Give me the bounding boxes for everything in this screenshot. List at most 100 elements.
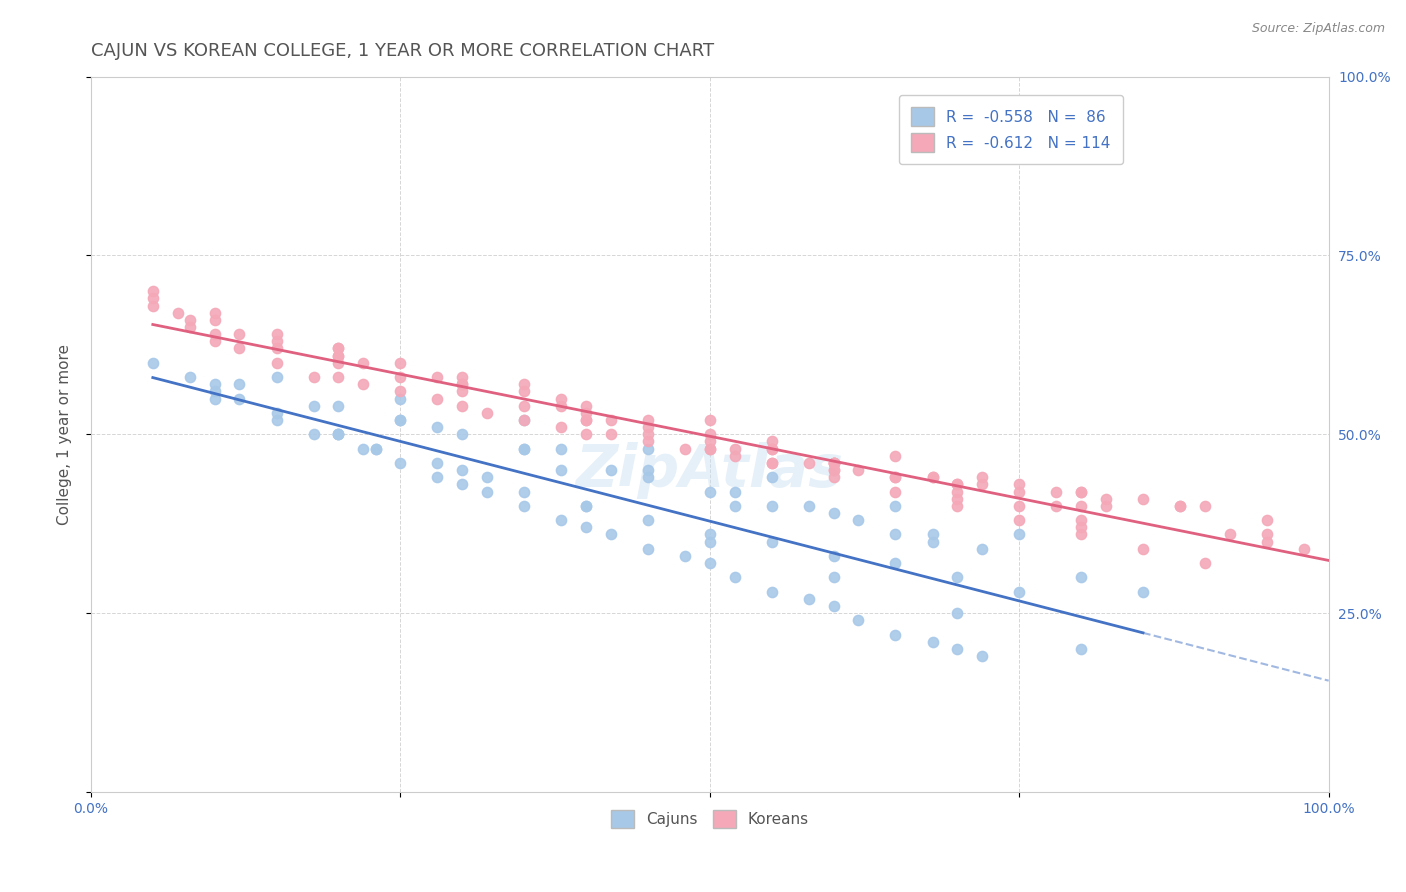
Point: [142, 291, 165, 305]
Point: [266, 406, 288, 420]
Point: [921, 634, 943, 648]
Point: [389, 356, 412, 370]
Point: [352, 377, 374, 392]
Point: [637, 420, 659, 434]
Point: [204, 313, 226, 327]
Point: [142, 284, 165, 298]
Point: [946, 484, 969, 499]
Point: [1070, 513, 1092, 527]
Point: [328, 356, 350, 370]
Point: [1168, 499, 1191, 513]
Point: [204, 392, 226, 406]
Point: [475, 470, 498, 484]
Point: [1070, 570, 1092, 584]
Point: [1194, 556, 1216, 570]
Point: [1008, 499, 1031, 513]
Point: [884, 470, 907, 484]
Point: [204, 377, 226, 392]
Point: [1256, 513, 1278, 527]
Point: [970, 477, 993, 491]
Point: [1070, 527, 1092, 541]
Point: [364, 442, 387, 456]
Point: [1132, 491, 1154, 506]
Point: [970, 470, 993, 484]
Point: [513, 399, 536, 413]
Point: [1070, 484, 1092, 499]
Point: [1256, 527, 1278, 541]
Point: [302, 427, 325, 442]
Point: [946, 499, 969, 513]
Point: [723, 570, 745, 584]
Point: [426, 420, 449, 434]
Point: [575, 427, 598, 442]
Y-axis label: College, 1 year or more: College, 1 year or more: [58, 343, 72, 524]
Point: [884, 556, 907, 570]
Point: [179, 313, 201, 327]
Point: [673, 442, 696, 456]
Point: [1070, 484, 1092, 499]
Point: [513, 413, 536, 427]
Point: [389, 413, 412, 427]
Point: [699, 534, 721, 549]
Point: [823, 463, 845, 477]
Point: [823, 506, 845, 520]
Point: [723, 449, 745, 463]
Point: [550, 463, 572, 477]
Point: [1256, 534, 1278, 549]
Point: [823, 549, 845, 563]
Point: [1008, 513, 1031, 527]
Point: [1045, 484, 1067, 499]
Point: [1219, 527, 1241, 541]
Point: [550, 420, 572, 434]
Point: [946, 477, 969, 491]
Point: [1008, 484, 1031, 499]
Point: [970, 648, 993, 663]
Point: [451, 377, 474, 392]
Point: [266, 356, 288, 370]
Point: [823, 599, 845, 613]
Point: [513, 499, 536, 513]
Point: [179, 320, 201, 334]
Legend: Cajuns, Koreans: Cajuns, Koreans: [605, 804, 815, 834]
Point: [884, 484, 907, 499]
Point: [575, 399, 598, 413]
Point: [389, 413, 412, 427]
Text: ZipAtlas: ZipAtlas: [576, 442, 844, 499]
Point: [1132, 584, 1154, 599]
Point: [302, 399, 325, 413]
Point: [228, 392, 250, 406]
Point: [884, 449, 907, 463]
Point: [637, 427, 659, 442]
Point: [823, 456, 845, 470]
Point: [328, 427, 350, 442]
Point: [389, 456, 412, 470]
Point: [1292, 541, 1315, 556]
Point: [699, 442, 721, 456]
Point: [637, 463, 659, 477]
Point: [550, 399, 572, 413]
Point: [1008, 477, 1031, 491]
Point: [699, 484, 721, 499]
Point: [723, 484, 745, 499]
Point: [797, 591, 820, 606]
Point: [426, 470, 449, 484]
Point: [451, 377, 474, 392]
Point: [921, 470, 943, 484]
Point: [673, 549, 696, 563]
Point: [142, 299, 165, 313]
Point: [204, 327, 226, 342]
Point: [328, 342, 350, 356]
Point: [637, 541, 659, 556]
Point: [328, 427, 350, 442]
Point: [699, 527, 721, 541]
Point: [970, 541, 993, 556]
Point: [599, 463, 621, 477]
Point: [575, 520, 598, 534]
Point: [599, 413, 621, 427]
Point: [1095, 491, 1118, 506]
Point: [1045, 499, 1067, 513]
Point: [884, 627, 907, 641]
Point: [797, 499, 820, 513]
Point: [846, 513, 869, 527]
Point: [166, 306, 188, 320]
